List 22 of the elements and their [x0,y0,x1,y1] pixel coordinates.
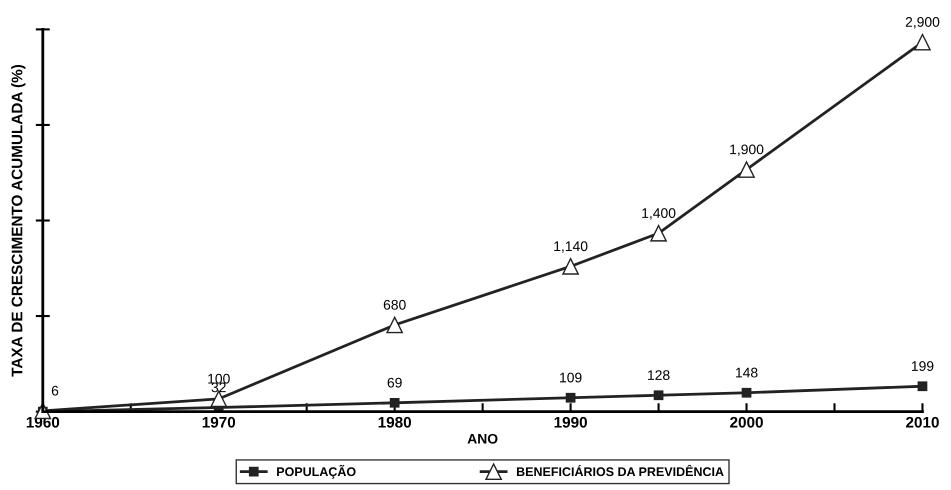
data-label: 2,900 [906,17,940,29]
x-tick-label: 2010 [906,416,939,428]
legend-label: BENEFICIÁRIOS DA PREVIDÊNCIA [516,464,724,476]
data-label: 100 [208,374,230,384]
x-tick-label: 1980 [378,416,412,428]
data-label: 69 [388,378,402,388]
data-label: 1,140 [554,241,588,253]
data-label: 109 [560,372,582,382]
x-tick-label: 1990 [554,416,587,428]
x-axis-title: ANO [468,434,498,444]
y-axis-title: TAXA DE CRESCIMENTO ACUMULADA (%) [11,64,26,377]
x-tick-label: 2000 [730,416,763,428]
data-label: 128 [648,370,670,380]
data-label: 6 [52,386,58,396]
x-tick-label: 1970 [202,416,236,428]
data-label: 148 [736,368,758,378]
data-label: 199 [912,361,934,371]
data-label: 680 [384,300,406,310]
data-label: 1,900 [730,144,764,156]
data-label: 32 [212,382,226,392]
data-label: 1,400 [642,208,676,220]
legend-label: POPULAÇÃO [277,464,356,479]
